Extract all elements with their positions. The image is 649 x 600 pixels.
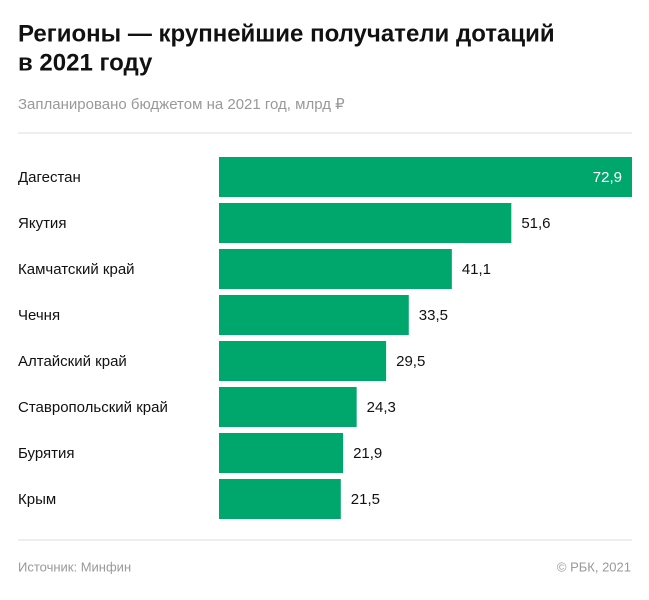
category-label: Бурятия xyxy=(18,445,75,462)
bar xyxy=(219,203,512,243)
value-label: 41,1 xyxy=(462,261,491,278)
bar xyxy=(219,433,344,473)
bar xyxy=(219,341,387,381)
value-label: 21,9 xyxy=(353,445,382,462)
bar xyxy=(219,479,341,519)
bar xyxy=(219,387,357,427)
value-label: 51,6 xyxy=(521,215,550,232)
value-label: 33,5 xyxy=(419,307,448,324)
chart-title: Регионы — крупнейшие получатели дотаций xyxy=(18,20,555,47)
category-label: Крым xyxy=(18,491,56,508)
chart-subtitle: Запланировано бюджетом на 2021 год, млрд… xyxy=(18,96,345,113)
bar xyxy=(219,295,409,335)
category-label: Якутия xyxy=(18,215,66,232)
credit: © РБК, 2021 xyxy=(557,559,631,574)
category-label: Алтайский край xyxy=(18,353,127,370)
value-label: 21,5 xyxy=(351,491,380,508)
category-label: Чечня xyxy=(18,307,60,324)
category-label: Камчатский край xyxy=(18,261,135,278)
bar xyxy=(219,157,632,197)
value-label: 29,5 xyxy=(396,353,425,370)
value-label: 72,9 xyxy=(593,169,622,186)
value-label: 24,3 xyxy=(367,399,396,416)
category-label: Дагестан xyxy=(18,169,81,186)
category-label: Ставропольский край xyxy=(18,399,168,416)
source: Источник: Минфин xyxy=(18,559,131,574)
bar xyxy=(219,249,452,289)
chart-title: в 2021 году xyxy=(18,49,153,76)
